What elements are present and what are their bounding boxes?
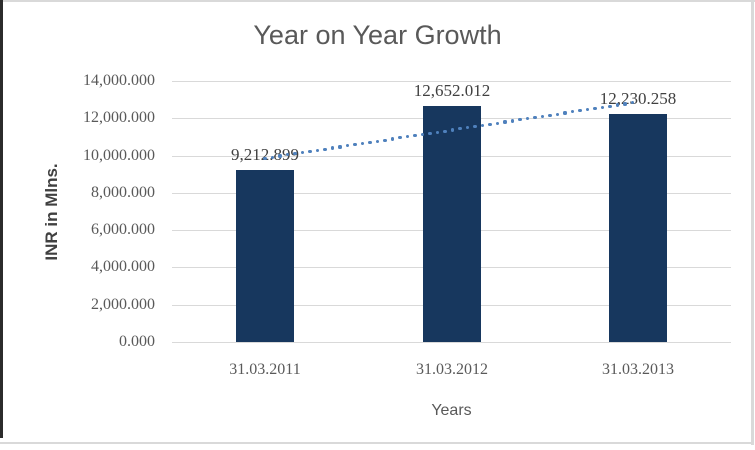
trendline-dot — [533, 115, 537, 120]
trendline-dot — [518, 118, 522, 122]
trendline-dot — [375, 139, 380, 143]
trendline-dot — [278, 154, 282, 158]
y-tick-label: 2,000.000 — [91, 295, 155, 313]
trendline-dot — [405, 135, 410, 139]
trendline-dot — [443, 129, 447, 133]
trendline-dot — [623, 102, 627, 106]
bar — [609, 113, 667, 342]
bar-data-label: 12,230.258 — [599, 88, 677, 108]
trendline-dot — [510, 119, 515, 123]
trendline-dot — [480, 123, 485, 128]
chart-border-top — [0, 0, 755, 2]
y-axis-title: INR in Mlns. — [42, 162, 61, 261]
trendline-dot — [413, 134, 417, 138]
y-tick-label: 14,000.000 — [83, 72, 155, 89]
trendline-dot — [473, 124, 477, 129]
trendline-dot — [323, 147, 327, 151]
trendline-dot — [488, 122, 492, 126]
bar-data-label: 9,212.899 — [231, 145, 299, 165]
trendline-dot — [428, 131, 432, 135]
trendline-dot — [548, 113, 552, 117]
trendline-dot — [615, 103, 620, 107]
y-tick-label: 4,000.000 — [91, 258, 155, 276]
trendline-dot — [270, 155, 275, 159]
gridline — [172, 342, 731, 343]
y-tick-label: 8,000.000 — [91, 183, 155, 201]
x-tick-label: 31.03.2011 — [229, 361, 301, 378]
x-axis-title: Years — [431, 402, 472, 419]
chart-border-bottom — [0, 442, 754, 444]
trendline-dot — [570, 110, 575, 114]
y-tick-label: 0.000 — [119, 333, 155, 350]
bar — [423, 106, 481, 342]
trendline-dot — [555, 112, 560, 116]
trendline-dot — [435, 130, 440, 134]
trendline-dot — [308, 149, 312, 154]
trendline-dot — [345, 144, 350, 148]
trendline-dot — [360, 141, 365, 146]
x-tick-label: 31.03.2013 — [602, 361, 674, 378]
trendline-dot — [593, 106, 597, 111]
trendline-dot — [300, 150, 305, 155]
trendline-dot — [465, 126, 470, 130]
chart-border-right — [751, 0, 754, 445]
bar — [236, 170, 294, 342]
trendline-dot — [525, 117, 530, 121]
trendline-dot — [578, 109, 582, 113]
trendline-dot — [495, 121, 500, 125]
trendline-dot — [398, 136, 402, 140]
trendline-dot — [330, 146, 335, 150]
y-tick-label: 12,000.000 — [83, 109, 155, 127]
trendline-dot — [503, 120, 507, 124]
trendline-dot — [263, 156, 267, 160]
trendline-dot — [630, 101, 635, 105]
trendline-dot — [600, 105, 605, 109]
trendline-dot — [368, 140, 372, 144]
trendline-dot — [585, 108, 590, 112]
trendline-dot — [450, 128, 455, 132]
trendline-dot — [285, 153, 290, 157]
trendline-dot — [563, 111, 567, 115]
x-tick-label: 31.03.2012 — [416, 361, 488, 378]
trendline-dot — [420, 132, 425, 137]
trendline-dot — [383, 138, 387, 142]
trendline-dot — [353, 143, 357, 147]
trendline-dot — [608, 104, 612, 108]
trendline-dot — [293, 152, 297, 156]
trendline-dot — [540, 114, 545, 118]
trendline-dot — [315, 148, 320, 152]
trendline-dot — [338, 145, 342, 149]
y-tick-label: 10,000.000 — [83, 146, 155, 164]
screenshot-left-edge — [0, 0, 3, 438]
trendline-dot — [458, 127, 462, 131]
chart-title: Year on Year Growth — [253, 20, 502, 50]
trendline-dot — [390, 137, 395, 141]
bar-data-label: 12,652.012 — [413, 81, 491, 101]
gridline — [172, 81, 731, 82]
y-tick-label: 6,000.000 — [91, 221, 155, 239]
